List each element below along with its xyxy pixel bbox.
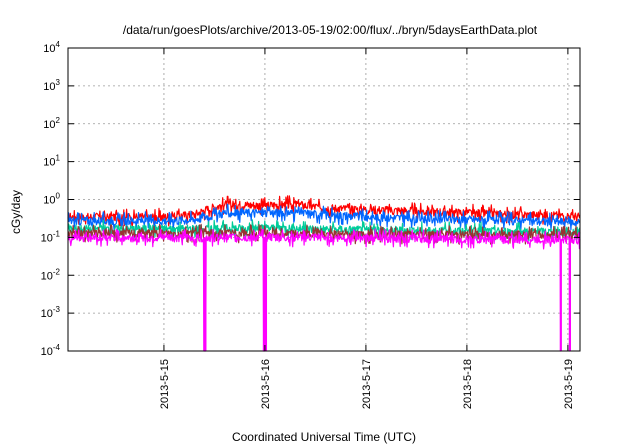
x-tick-label: 2013-5-15 (159, 359, 171, 409)
series-group (67, 195, 581, 352)
y-tick-label: 102 (43, 116, 60, 131)
y-tick-label: 10-2 (41, 267, 61, 282)
y-tick-label: 10-1 (41, 229, 61, 244)
x-tick-label: 2013-5-17 (361, 359, 373, 409)
y-tick-label: 104 (43, 40, 60, 55)
series-line-2 (67, 203, 581, 231)
y-tick-label: 100 (43, 192, 60, 207)
y-tick-label: 10-4 (41, 343, 61, 358)
y-tick-label: 103 (43, 78, 60, 93)
x-axis-label: Coordinated Universal Time (UTC) (232, 430, 416, 444)
y-tick-label: 10-3 (41, 305, 61, 320)
series-line-5 (67, 228, 581, 352)
x-tick-label: 2013-5-19 (563, 359, 575, 409)
y-tick-label: 101 (43, 154, 60, 169)
x-tick-label: 2013-5-18 (462, 359, 474, 409)
x-tick-group: 2013-5-15 2013-5-16 2013-5-17 2013-5-18 2013… (159, 48, 575, 409)
x-tick-label: 2013-5-16 (260, 359, 272, 409)
chart-title: /data/run/goesPlots/archive/2013-05-19/0… (123, 23, 538, 37)
y-axis-label: cGy/day (9, 190, 23, 234)
series-line-3 (67, 219, 581, 242)
grid (68, 48, 580, 351)
